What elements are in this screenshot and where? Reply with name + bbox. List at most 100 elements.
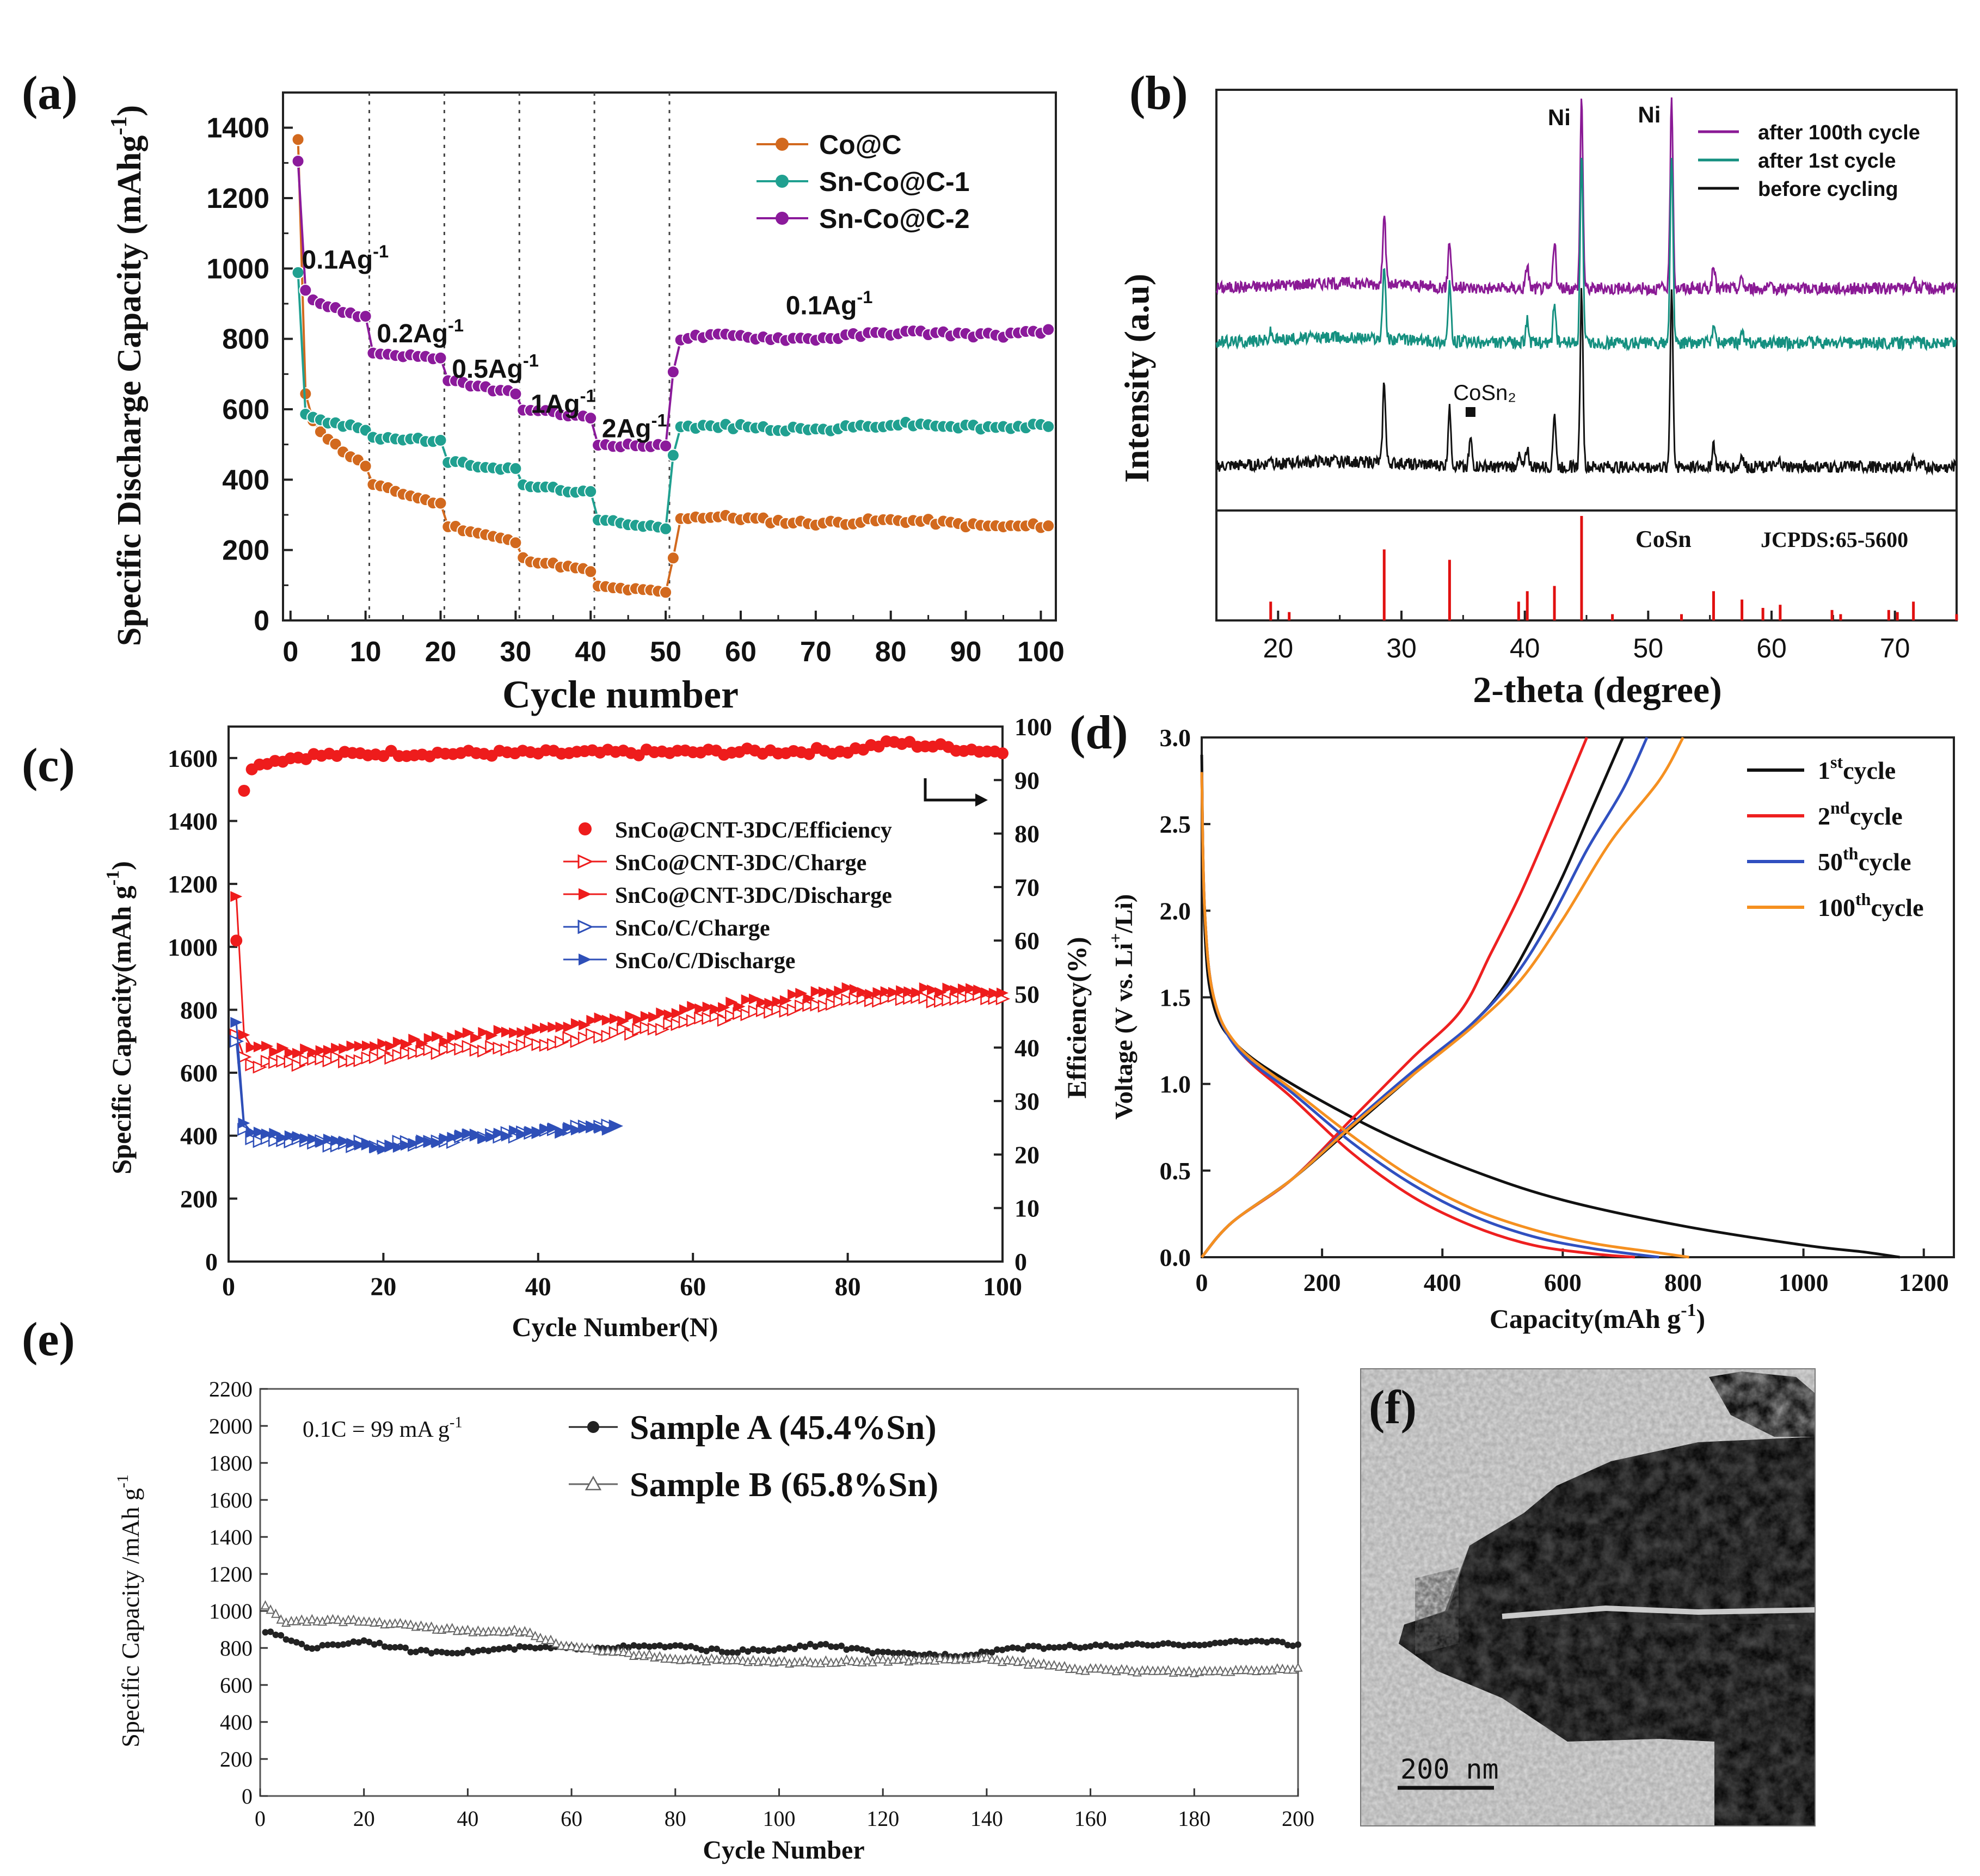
panel-a-legend-marker — [776, 175, 789, 188]
panel-c-series-point — [532, 1023, 544, 1035]
panel-e-series-point — [779, 1656, 789, 1665]
panel-c-series-point — [230, 934, 243, 947]
panel-e-series-point — [1082, 1644, 1089, 1651]
panel-f: (f) 200 nm — [1360, 1368, 1816, 1826]
panel-c-series-point — [933, 994, 949, 1008]
panel-c-series-point — [579, 1019, 591, 1031]
panel-c-series-point — [501, 1130, 513, 1142]
panel-c-legend-marker — [577, 854, 594, 869]
panel-b-xtick-label: 30 — [1386, 633, 1417, 663]
panel-e-xtick-label: 0 — [255, 1806, 266, 1831]
panel-e-series-point — [267, 1628, 274, 1635]
panel-e-series-point — [532, 1645, 539, 1652]
panel-e-series-point — [1007, 1655, 1018, 1665]
panel-e-series-point — [364, 1616, 374, 1626]
panel-c-series-point — [478, 1026, 490, 1038]
panel-c-series-point — [330, 1050, 345, 1064]
panel-e-series-point — [733, 1654, 742, 1664]
panel-e-series-point — [1284, 1641, 1291, 1649]
panel-e-series-point — [1056, 1644, 1063, 1651]
panel-e-series-point — [661, 1644, 668, 1651]
panel-c-ytick-label: 1600 — [168, 745, 218, 772]
panel-e-series-point — [307, 1614, 317, 1623]
panel-e-series-point — [827, 1643, 834, 1650]
panel-c-series-point — [485, 1040, 500, 1054]
panel-e-series-point — [672, 1642, 679, 1649]
panel-c-series-point — [663, 1017, 678, 1030]
panel-c-series-point — [710, 1004, 722, 1015]
panel-e-series-point — [1222, 1639, 1229, 1646]
panel-e-series-point — [329, 1641, 336, 1648]
panel-b-peak-label: Ni — [1638, 102, 1661, 127]
panel-c-series-point — [779, 995, 792, 1006]
panel-e-series-point — [852, 1656, 862, 1666]
panel-e-series-point — [1274, 1638, 1281, 1645]
panel-c-series-point — [942, 982, 955, 994]
panel-c-series-point — [431, 1137, 444, 1148]
panel-a-plot: 0 10 20 30 40 50 60 70 80 90 100020040060080010001… — [206, 91, 1065, 668]
panel-e-series-point — [577, 1642, 587, 1652]
panel-c-series-point — [857, 987, 870, 998]
panel-e-series-point — [1128, 1641, 1135, 1649]
panel-c-series-point — [610, 1121, 622, 1132]
panel-e-series-point — [551, 1638, 561, 1648]
panel-c-series-point — [524, 1125, 537, 1137]
panel-e-series-point — [371, 1641, 378, 1648]
panel-e-series-point — [749, 1646, 757, 1653]
panel-c-legend-label: SnCo/C/Charge — [615, 916, 770, 941]
panel-a-series-point — [584, 565, 598, 579]
panel-e-series-point — [328, 1614, 338, 1623]
panel-c-series-point — [315, 1136, 328, 1148]
panel-c-series-point — [276, 1132, 289, 1143]
panel-c-series-point — [439, 1036, 452, 1047]
panel-c-series-point — [880, 992, 894, 1005]
panel-c-series-point — [284, 1130, 297, 1141]
panel-c-series-point — [438, 1043, 453, 1056]
panel-c-series-point — [493, 1128, 506, 1139]
panel-b-series-line — [1215, 97, 1957, 297]
panel-e-series-point — [862, 1655, 872, 1665]
panel-d-legend-label: 1stcycle — [1818, 752, 1896, 784]
tem-micrograph — [1361, 1369, 1815, 1826]
panel-d-xtick-label: 600 — [1544, 1269, 1582, 1296]
panel-c-series-point — [601, 1014, 614, 1026]
panel-e-ytick-label: 2000 — [209, 1414, 253, 1438]
panel-c-series-point — [849, 984, 862, 995]
panel-c-series-point — [377, 1038, 390, 1049]
panel-a-ytick-label: 0 — [254, 605, 269, 637]
panel-c-series-point — [539, 1038, 554, 1052]
panel-e-series-point — [988, 1649, 995, 1656]
panel-e-series-point — [812, 1643, 819, 1650]
panel-e-series-point — [899, 1653, 908, 1663]
panel-e-series-point — [914, 1653, 924, 1663]
panel-c-series-point — [957, 992, 971, 1005]
panel-c-series-point — [671, 1007, 684, 1019]
panel-c-series-point — [370, 1041, 382, 1053]
panel-e-series-point — [921, 1651, 928, 1658]
panel-a-xtick-label: 10 — [350, 636, 382, 668]
panel-c-series-point — [563, 1122, 575, 1133]
panel-c-series-point — [346, 1054, 360, 1068]
panel-c-legend-label: SnCo@CNT-3DC/Charge — [615, 851, 866, 876]
panel-c-series-point — [563, 1022, 575, 1033]
panel-c-series-point — [308, 1133, 320, 1145]
panel-e-series-point — [1123, 1641, 1130, 1648]
panel-b-xtick-label: 50 — [1633, 633, 1664, 663]
panel-e-plot: 0 20 40 60 80 100 120 140 160 180 2000200400600800… — [209, 1377, 1314, 1831]
panel-e-series-point — [1185, 1641, 1192, 1649]
panel-c-y2tick-label: 70 — [1014, 874, 1040, 901]
panel-c-series-point — [895, 993, 910, 1006]
panel-d-discharge-curve — [1200, 772, 1635, 1259]
panel-e-series-point — [1295, 1641, 1301, 1648]
panel-c-series-point — [408, 1047, 422, 1060]
panel-e-series-point — [386, 1644, 393, 1651]
panel-e-series-point — [821, 1655, 831, 1665]
panel-c-series-point — [725, 1009, 740, 1023]
panel-e-series-point — [874, 1648, 881, 1655]
panel-c-series-point — [339, 1135, 351, 1147]
panel-c-series-point — [292, 1048, 304, 1059]
panel-d-charge-curve — [1201, 736, 1649, 1258]
panel-c-series-point — [926, 995, 941, 1008]
panel-e-series-point — [755, 1647, 762, 1654]
panel-e-series-point — [1039, 1658, 1049, 1668]
